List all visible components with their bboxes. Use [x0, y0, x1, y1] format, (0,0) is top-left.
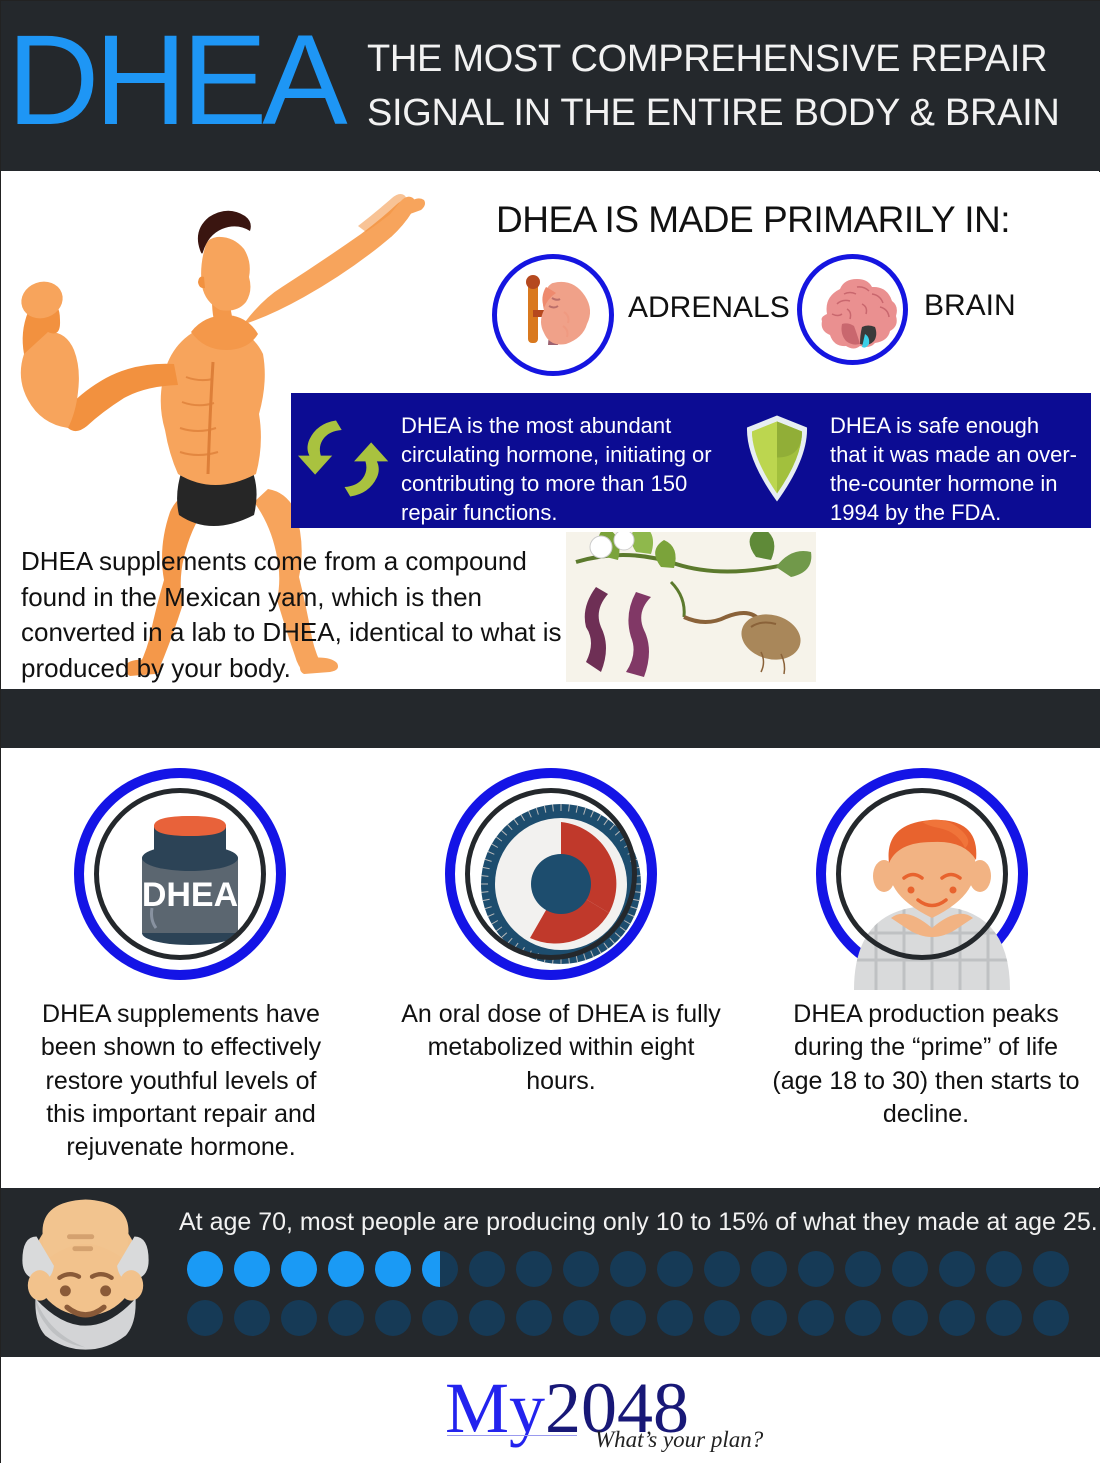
- svg-text:DHEA: DHEA: [142, 876, 238, 914]
